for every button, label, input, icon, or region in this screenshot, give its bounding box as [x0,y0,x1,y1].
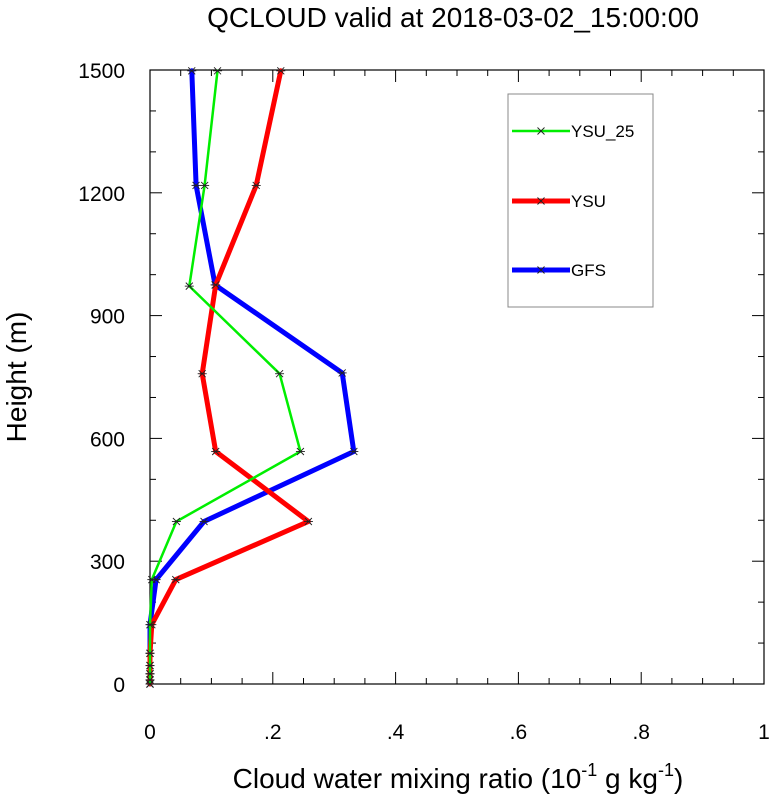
data-point [147,575,157,584]
data-point [199,517,209,526]
data-point [349,447,359,456]
legend: YSU_25 YSU GFS [507,93,654,308]
x-axis-label: Cloud water mixing ratio (10-1 g kg-1) [233,760,684,794]
data-point [211,281,221,289]
data-point [295,447,305,456]
series-gfs [145,67,359,688]
data-point [187,67,197,75]
x-axis-label-base: Cloud water mixing ratio (10 [233,763,582,794]
legend-item-ysu: YSU [512,192,606,211]
plot-frame [149,69,765,685]
x-axis-label-mid: g kg [597,763,658,794]
y-tick-label: 0 [113,674,125,697]
x-axis-label-end: ) [674,763,683,794]
x-tick-label: .4 [387,721,405,744]
data-point [200,181,210,190]
legend-item-gfs: GFS [512,261,606,280]
y-tick-label: 1200 [78,183,125,206]
data-point [145,669,155,678]
y-tick-label: 300 [90,551,125,574]
x-axis-ticks: 0 .2 .4 .6 .8 1 [144,70,770,744]
data-point [275,369,285,378]
x-tick-label: .6 [510,721,528,744]
data-point [197,369,207,378]
data-point [211,447,221,456]
series-line [147,68,311,687]
series-layer [145,67,359,688]
data-point [251,181,261,190]
y-tick-label: 1500 [78,60,125,83]
data-point [145,620,155,629]
legend-marker [537,266,545,274]
x-tick-label: .8 [632,721,650,744]
data-point [145,661,155,670]
y-tick-label: 600 [90,428,125,451]
y-tick-label: 900 [90,306,125,329]
data-point [303,517,313,526]
data-point [145,649,155,658]
x-axis-label-exp2: -1 [658,760,674,780]
data-point [276,67,286,75]
x-tick-label: .2 [264,721,282,744]
legend-label: YSU [571,192,606,211]
data-point [171,575,181,584]
data-point [171,517,181,526]
series-ysu [145,67,313,688]
x-tick-label: 1 [758,721,770,744]
legend-label: GFS [571,261,606,280]
legend-marker [537,127,545,135]
legend-label: YSU_25 [571,122,634,141]
series-line [148,69,302,686]
series-line [147,68,357,687]
data-point [213,67,223,75]
x-tick-label: 0 [144,721,156,744]
data-point [191,181,201,190]
data-point [337,369,347,377]
data-point [145,676,155,684]
series-ysu-25 [145,67,305,688]
legend-item-ysu-25: YSU_25 [512,122,634,141]
chart-title: QCLOUD valid at 2018-03-02_15:00:00 [207,2,699,33]
legend-marker [537,197,545,205]
data-point [184,282,194,290]
y-axis-ticks: 0 300 600 900 1200 1500 [78,60,764,697]
y-axis-label: Height (m) [1,312,32,443]
x-axis-label-exp1: -1 [581,760,597,780]
